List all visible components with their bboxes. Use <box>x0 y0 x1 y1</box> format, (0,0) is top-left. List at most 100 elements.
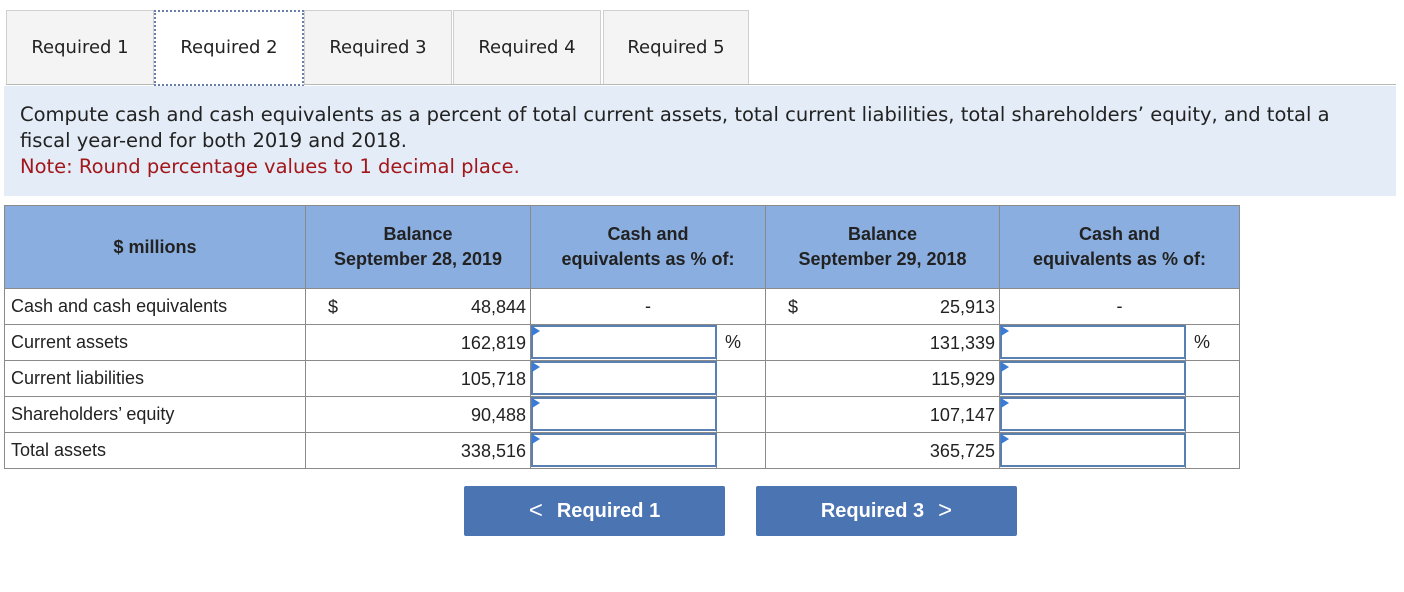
value-number: 365,725 <box>929 441 995 461</box>
percent-input-2019-total-assets[interactable] <box>531 433 717 467</box>
flag-icon <box>1001 362 1009 372</box>
table-row: Total assets 338,516 365,725 <box>4 432 1240 469</box>
tab-label: Required 4 <box>478 37 576 58</box>
value-number: 107,147 <box>929 405 995 425</box>
empty-cell <box>716 432 766 469</box>
flag-icon <box>532 434 540 444</box>
row-label: Total assets <box>4 432 306 469</box>
value-number: 338,516 <box>460 441 526 461</box>
header-text: Cash and <box>607 224 689 244</box>
row-label: Shareholders’ equity <box>4 396 306 433</box>
table-row: Current assets 162,819 % 131,339 % <box>4 324 1240 361</box>
currency-symbol: $ <box>328 297 339 317</box>
value-number: 48,844 <box>470 297 526 317</box>
table-row: Cash and cash equivalents $ 48,844 - $ 2… <box>4 288 1240 325</box>
value-2018: 115,929 <box>765 360 1000 397</box>
tab-label: Required 2 <box>180 36 278 58</box>
percent-input-2018-current-assets[interactable] <box>1000 325 1186 359</box>
empty-cell <box>1185 432 1240 469</box>
header-text: equivalents as % of: <box>561 249 735 269</box>
header-percent-2018: Cash and equivalents as % of: <box>999 205 1240 289</box>
value-2018: 107,147 <box>765 396 1000 433</box>
input-cell-2019 <box>530 432 717 469</box>
currency-symbol: $ <box>788 297 799 317</box>
flag-icon <box>532 326 540 336</box>
header-text: equivalents as % of: <box>1032 249 1207 269</box>
tab-divider <box>302 84 1396 85</box>
header-text: September 29, 2018 <box>798 249 967 269</box>
rounding-note: Note: Round percentage values to 1 decim… <box>20 155 520 178</box>
percent-input-2018-current-liabilities[interactable] <box>1000 361 1186 395</box>
tab-required-3[interactable]: Required 3 <box>304 10 452 84</box>
tab-required-2[interactable]: Required 2 <box>154 10 304 86</box>
tab-label: Required 1 <box>31 37 129 58</box>
value-2019: 338,516 <box>305 432 531 469</box>
value-number: 25,913 <box>939 297 995 317</box>
value-2019: 162,819 <box>305 324 531 361</box>
flag-icon <box>532 362 540 372</box>
flag-icon <box>532 398 540 408</box>
value-number: 162,819 <box>460 333 526 353</box>
value-2019: 105,718 <box>305 360 531 397</box>
prev-button-label: Required 1 <box>556 499 661 522</box>
percent-input-2019-shareholders-equity[interactable] <box>531 397 717 431</box>
header-text: Cash and <box>1078 224 1161 244</box>
row-label: Cash and cash equivalents <box>4 288 306 325</box>
row-label: Current assets <box>4 324 306 361</box>
value-2019: 90,488 <box>305 396 531 433</box>
dash-2018: - <box>999 288 1240 325</box>
instructions-panel: Compute cash and cash equivalents as a p… <box>4 86 1396 196</box>
value-2018: $ 25,913 <box>765 288 1000 325</box>
header-text: September 28, 2019 <box>333 249 503 269</box>
percent-input-2018-shareholders-equity[interactable] <box>1000 397 1186 431</box>
input-cell-2019 <box>530 396 717 433</box>
tab-required-4[interactable]: Required 4 <box>453 10 601 84</box>
percent-input-2019-current-liabilities[interactable] <box>531 361 717 395</box>
percent-input-2019-current-assets[interactable] <box>531 325 717 359</box>
input-cell-2018 <box>999 324 1186 361</box>
next-button-label: Required 3 <box>820 499 925 522</box>
flag-icon <box>1001 434 1009 444</box>
tab-divider <box>6 84 154 85</box>
next-required-3-button[interactable]: Required 3 > <box>756 486 1017 536</box>
tab-required-5[interactable]: Required 5 <box>603 10 749 84</box>
header-percent-2019: Cash and equivalents as % of: <box>530 205 766 289</box>
value-number: 131,339 <box>929 333 995 353</box>
header-balance-2019: Balance September 28, 2019 <box>305 205 531 289</box>
input-cell-2018 <box>999 360 1186 397</box>
empty-cell <box>716 396 766 433</box>
value-number: 105,718 <box>460 369 526 389</box>
percent-input-2018-total-assets[interactable] <box>1000 433 1186 467</box>
empty-cell <box>1185 360 1240 397</box>
table-row: Current liabilities 105,718 115,929 <box>4 360 1240 397</box>
header-label: $ millions <box>113 236 197 257</box>
empty-cell <box>716 360 766 397</box>
chevron-right-icon: > <box>938 497 953 524</box>
focus-outline <box>154 10 304 86</box>
input-cell-2019 <box>530 324 717 361</box>
tab-required-1[interactable]: Required 1 <box>6 10 154 84</box>
header-row: $ millions Balance September 28, 2019 Ca… <box>4 205 1240 289</box>
flag-icon <box>1001 398 1009 408</box>
instructions-text: Compute cash and cash equivalents as a p… <box>20 103 1330 126</box>
header-text: Balance <box>383 224 453 244</box>
dash-2019: - <box>530 288 766 325</box>
tab-bar: Required 1 Required 2 Required 3 Require… <box>6 10 1396 86</box>
header-balance-2018: Balance September 29, 2018 <box>765 205 1000 289</box>
instructions-text: fiscal year-end for both 2019 and 2018. <box>20 129 408 152</box>
table-row: Shareholders’ equity 90,488 107,147 <box>4 396 1240 433</box>
row-label: Current liabilities <box>4 360 306 397</box>
header-text: Balance <box>847 224 918 244</box>
prev-required-1-button[interactable]: < Required 1 <box>464 486 725 536</box>
percent-sign: % <box>716 324 766 361</box>
value-2019: $ 48,844 <box>305 288 531 325</box>
input-cell-2019 <box>530 360 717 397</box>
percent-sign: % <box>1185 324 1240 361</box>
header-millions: $ millions <box>4 205 306 289</box>
percent-table: $ millions Balance September 28, 2019 Ca… <box>4 205 1240 469</box>
input-cell-2018 <box>999 432 1186 469</box>
value-2018: 365,725 <box>765 432 1000 469</box>
tab-label: Required 5 <box>627 37 725 58</box>
value-number: 115,929 <box>931 369 995 389</box>
value-2018: 131,339 <box>765 324 1000 361</box>
